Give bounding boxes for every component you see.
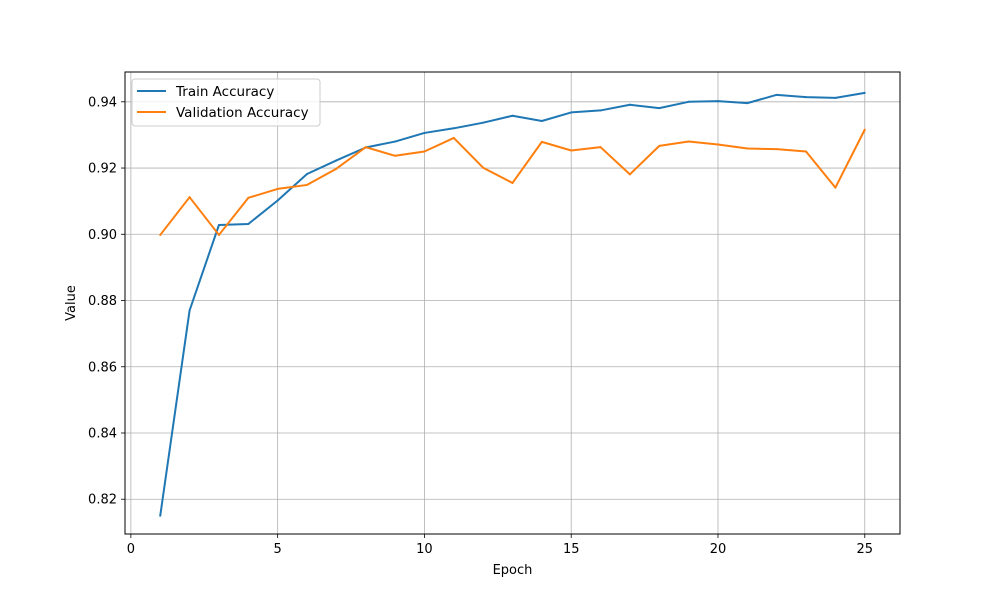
- axis-ticks: 0 5 10 15 20 25 0.82 0.84 0.86 0.88 0.90 0.92 0.94: [88, 95, 873, 557]
- data-point: [247, 196, 250, 199]
- data-point: [628, 173, 631, 176]
- data-point: [540, 140, 543, 143]
- data-point: [335, 159, 338, 162]
- data-point: [834, 186, 837, 189]
- data-point: [335, 167, 338, 170]
- y-tick-label: 0.94: [88, 95, 117, 110]
- data-point: [159, 233, 162, 236]
- data-point: [511, 114, 514, 117]
- data-point: [276, 187, 279, 190]
- data-point: [394, 154, 397, 157]
- grid: [125, 72, 900, 534]
- data-point: [775, 93, 778, 96]
- data-point: [658, 144, 661, 147]
- y-tick-label: 0.92: [88, 162, 117, 177]
- data-point: [217, 233, 220, 236]
- data-point: [276, 199, 279, 202]
- x-axis-label: Epoch: [493, 563, 533, 578]
- x-tick-label: 25: [856, 542, 873, 557]
- data-point: [863, 91, 866, 94]
- data-point: [540, 120, 543, 123]
- plot-frame: [124, 71, 901, 535]
- y-tick-label: 0.82: [88, 493, 117, 508]
- data-point: [746, 147, 749, 150]
- data-point: [452, 127, 455, 130]
- x-tick-label: 0: [127, 542, 135, 557]
- data-point: [452, 136, 455, 139]
- y-tick-label: 0.86: [88, 360, 117, 375]
- data-point: [247, 223, 250, 226]
- y-tick-label: 0.84: [88, 426, 117, 441]
- data-point: [482, 166, 485, 169]
- data-point: [217, 224, 220, 227]
- data-point: [746, 102, 749, 105]
- legend-label-validation: Validation Accuracy: [176, 105, 309, 121]
- x-tick-label: 15: [563, 542, 580, 557]
- legend-box: [131, 78, 321, 127]
- data-point: [687, 140, 690, 143]
- data-point: [687, 100, 690, 103]
- data-point: [716, 143, 719, 146]
- series-line-train: [159, 91, 865, 516]
- data-point: [306, 183, 309, 186]
- data-point: [599, 109, 602, 112]
- series-lines: [159, 91, 866, 517]
- data-point: [599, 146, 602, 149]
- data-point: [394, 140, 397, 143]
- data-point: [423, 131, 426, 134]
- data-point: [188, 309, 191, 312]
- data-point: [570, 111, 573, 114]
- data-point: [834, 96, 837, 99]
- data-point: [775, 148, 778, 151]
- data-point: [423, 150, 426, 153]
- x-tick-label: 10: [416, 542, 433, 557]
- data-point: [159, 514, 162, 517]
- data-point: [306, 173, 309, 176]
- data-point: [863, 128, 866, 131]
- data-point: [364, 146, 367, 149]
- data-point: [658, 107, 661, 110]
- data-point: [805, 96, 808, 99]
- data-point: [570, 149, 573, 152]
- data-point: [511, 181, 514, 184]
- data-point: [188, 196, 191, 199]
- data-point: [716, 100, 719, 103]
- x-tick-label: 5: [274, 542, 282, 557]
- data-point: [805, 150, 808, 153]
- y-tick-label: 0.90: [88, 228, 117, 243]
- data-point: [628, 103, 631, 106]
- legend-label-train: Train Accuracy: [175, 84, 274, 100]
- data-point: [482, 121, 485, 124]
- y-axis-label: Value: [64, 285, 79, 321]
- legend: Train Accuracy Validation Accuracy: [131, 78, 321, 127]
- y-tick-label: 0.88: [88, 294, 117, 309]
- x-tick-label: 20: [710, 542, 727, 557]
